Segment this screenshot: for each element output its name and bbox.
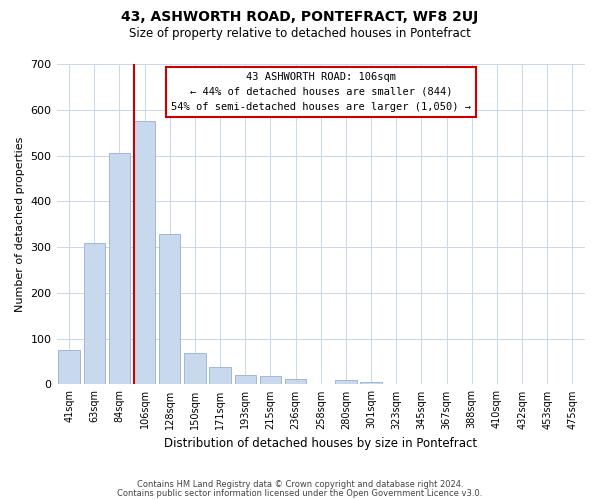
Bar [134,121,155,384]
Bar [109,154,130,384]
Text: Contains public sector information licensed under the Open Government Licence v3: Contains public sector information licen… [118,489,482,498]
Text: 43 ASHWORTH ROAD: 106sqm
← 44% of detached houses are smaller (844)
54% of semi-: 43 ASHWORTH ROAD: 106sqm ← 44% of detach… [171,72,471,112]
Text: Contains HM Land Registry data © Crown copyright and database right 2024.: Contains HM Land Registry data © Crown c… [137,480,463,489]
Bar [235,376,256,384]
Text: 43, ASHWORTH ROAD, PONTEFRACT, WF8 2UJ: 43, ASHWORTH ROAD, PONTEFRACT, WF8 2UJ [121,10,479,24]
Bar [184,354,206,384]
Bar [285,379,307,384]
Bar [361,382,382,384]
Y-axis label: Number of detached properties: Number of detached properties [15,136,25,312]
Bar [209,367,231,384]
Bar [58,350,80,384]
X-axis label: Distribution of detached houses by size in Pontefract: Distribution of detached houses by size … [164,437,478,450]
Bar [260,376,281,384]
Bar [335,380,356,384]
Bar [83,242,105,384]
Bar [159,234,181,384]
Text: Size of property relative to detached houses in Pontefract: Size of property relative to detached ho… [129,28,471,40]
